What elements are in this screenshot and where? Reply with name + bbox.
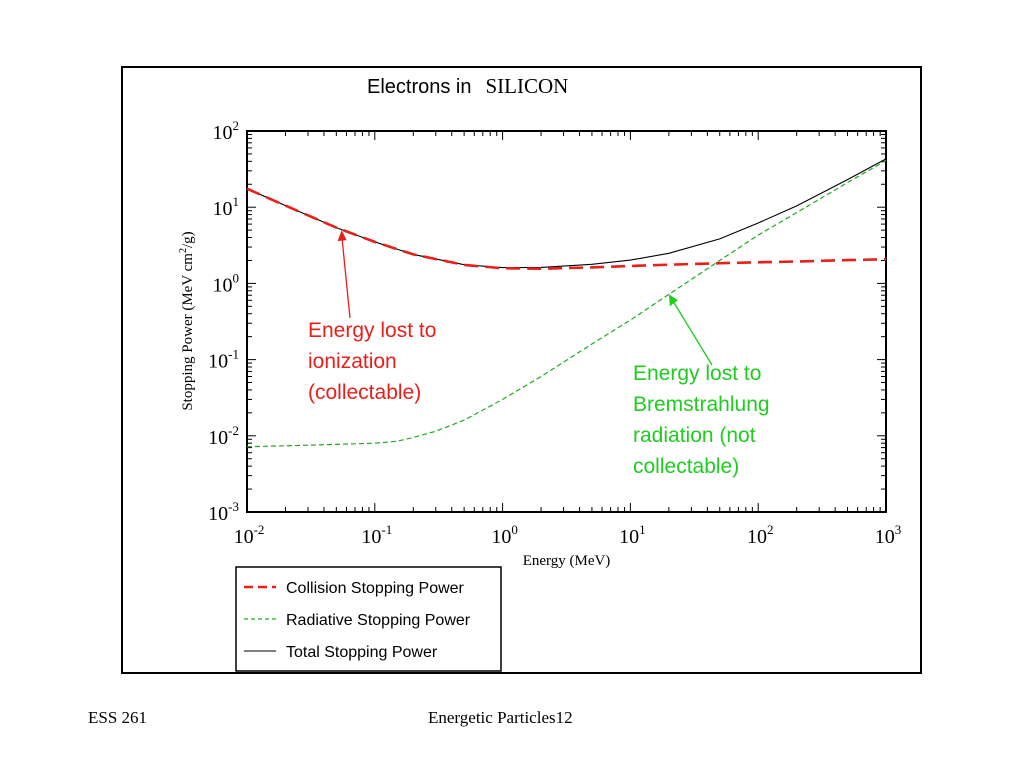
x-axis-label: Energy (MeV) [523, 553, 611, 569]
series-line-collision-stopping-power [246, 187, 887, 271]
y-tick-label: 102 [213, 118, 240, 144]
annotation-bremsstrahlung-line: Energy lost to [633, 362, 761, 385]
annotation-bremsstrahlung-line: radiation (not [633, 424, 756, 447]
annotation-bremsstrahlung-line: collectable) [633, 455, 739, 478]
legend-box [235, 566, 502, 672]
annotation-bremsstrahlung-line: Bremstrahlung [633, 393, 770, 416]
x-tick-label: 10-1 [361, 522, 392, 548]
legend-label: Total Stopping Power [286, 644, 438, 661]
annotation-ionization-arrowhead [337, 230, 347, 242]
legend-label: Radiative Stopping Power [286, 612, 471, 629]
annotation-ionization-line: (collectable) [308, 381, 421, 404]
tick-marks [246, 130, 887, 513]
annotation-bremsstrahlung-arrowhead [668, 294, 678, 307]
annotation-bremsstrahlung-arrow [671, 298, 713, 366]
x-tick-label: 103 [875, 522, 902, 548]
annotation-ionization-line: ionization [308, 350, 397, 373]
chart-title-material: SILICON [486, 74, 569, 98]
x-tick-label: 10-2 [234, 522, 265, 548]
x-tick-label: 102 [747, 522, 774, 548]
x-tick-label: 100 [491, 522, 517, 548]
chart-title-prefix: Electrons in [367, 76, 472, 98]
footer-course: ESS 261 [88, 708, 148, 727]
footer-slide-title: Energetic Particles12 [428, 708, 573, 727]
y-tick-label: 100 [213, 270, 240, 296]
y-tick-label: 10-3 [208, 499, 239, 525]
y-tick-label: 101 [213, 194, 240, 220]
y-tick-label: 10-1 [208, 347, 239, 373]
legend-label: Collision Stopping Power [286, 580, 465, 597]
series-line-radiative-stopping-power [246, 159, 887, 448]
y-tick-label: 10-2 [208, 423, 239, 449]
plot-area-frame [246, 130, 887, 513]
annotation-ionization-line: Energy lost to [308, 319, 436, 342]
annotation-ionization-arrow [340, 234, 351, 319]
chart-title: Electrons in SILICON [367, 74, 568, 98]
x-tick-label: 101 [619, 522, 646, 548]
y-axis-label: Stopping Power (MeV cm2/g) [178, 231, 196, 410]
